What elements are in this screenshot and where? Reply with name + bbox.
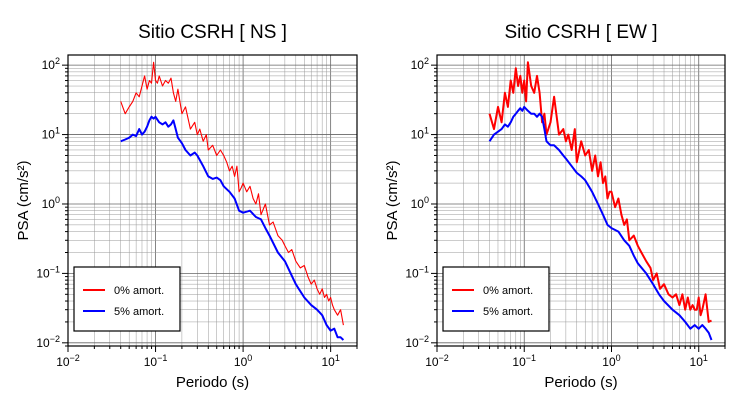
x-axis-label: Periodo (s) [176,374,249,391]
y-axis-label: PSA (cm/s²) [384,160,401,240]
y-tick-label: 100 [42,195,60,211]
legend: 0% amort. 5% amort. [73,266,181,332]
x-axis-label: Periodo (s) [544,374,617,391]
series-line-damped [488,105,713,341]
chart-panel-1: 10−2 10−1 100 101 10−2 10−1 100 101 102 Sitio CSR… [15,22,358,391]
series-line-damped [120,115,345,341]
legend-box [73,266,181,332]
y-tick-label: 10−2 [405,334,429,350]
plot-frame [436,54,726,347]
plot-frame [67,54,358,347]
chart-panel-2: 10−2 10−1 100 101 10−2 10−1 100 101 102 Sitio CSR… [384,22,726,391]
y-tick-label: 10−1 [36,264,60,280]
legend: 0% amort. 5% amort. [442,266,550,332]
y-tick-label: 102 [42,56,60,72]
chart-title: Sitio CSRH [ EW ] [504,22,657,43]
series-line-undamped [488,61,712,323]
x-tick-label: 10−1 [512,353,536,369]
legend-label: 0% amort. [114,285,164,297]
y-tick-label: 101 [411,126,429,142]
chart-title: Sitio CSRH [ NS ] [138,22,287,43]
y-tick-label: 10−1 [405,264,429,280]
legend-box [442,266,550,332]
x-tick-label: 100 [234,353,252,369]
y-tick-label: 100 [411,195,429,211]
x-tick-label: 10−1 [144,353,168,369]
y-tick-label: 101 [42,126,60,142]
series-line-undamped [120,61,344,326]
y-tick-label: 102 [411,56,429,72]
legend-label: 5% amort. [114,306,164,318]
x-tick-label: 10−2 [56,353,80,369]
x-tick-label: 101 [321,353,339,369]
y-tick-label: 10−2 [36,334,60,350]
x-tick-label: 100 [602,353,620,369]
x-tick-label: 101 [690,353,708,369]
legend-label: 5% amort. [483,306,533,318]
x-tick-label: 10−2 [425,353,449,369]
y-axis-label: PSA (cm/s²) [15,160,32,240]
legend-label: 0% amort. [483,285,533,297]
